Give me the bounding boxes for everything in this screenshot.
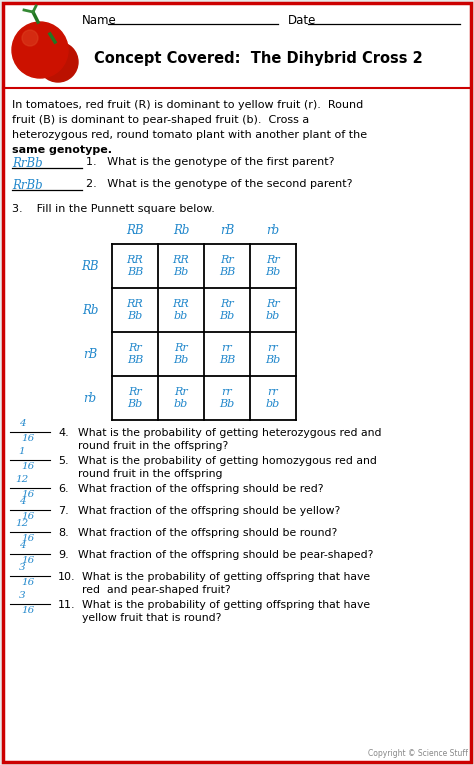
Text: Date: Date bbox=[288, 14, 316, 27]
Text: RB: RB bbox=[81, 259, 99, 272]
Text: 16: 16 bbox=[21, 434, 35, 443]
Text: 11.: 11. bbox=[58, 600, 76, 610]
Text: Copyright © Science Stuff: Copyright © Science Stuff bbox=[368, 749, 468, 758]
Text: RR
BB: RR BB bbox=[127, 255, 143, 277]
Text: 16: 16 bbox=[21, 606, 35, 615]
Text: Rr
Bb: Rr Bb bbox=[219, 299, 235, 321]
Text: 6.: 6. bbox=[58, 484, 69, 494]
Text: Rb: Rb bbox=[82, 304, 98, 317]
Text: 9.: 9. bbox=[58, 550, 69, 560]
Text: rr
bb: rr bb bbox=[266, 387, 280, 409]
Text: rB: rB bbox=[220, 223, 234, 236]
Text: Rr
bb: Rr bb bbox=[174, 387, 188, 409]
Text: 16: 16 bbox=[21, 490, 35, 499]
Text: What fraction of the offspring should be round?: What fraction of the offspring should be… bbox=[78, 528, 337, 538]
Text: What is the probability of getting offspring that have: What is the probability of getting offsp… bbox=[82, 572, 370, 582]
Circle shape bbox=[22, 30, 38, 46]
Text: 2.   What is the genotype of the second parent?: 2. What is the genotype of the second pa… bbox=[86, 179, 353, 189]
Text: 7.: 7. bbox=[58, 506, 69, 516]
Text: RR
Bb: RR Bb bbox=[173, 255, 190, 277]
Text: 1: 1 bbox=[18, 447, 25, 456]
Text: round fruit in the offspring: round fruit in the offspring bbox=[78, 469, 222, 479]
Text: RR
bb: RR bb bbox=[173, 299, 190, 321]
Text: 12: 12 bbox=[15, 519, 28, 528]
Text: 16: 16 bbox=[21, 534, 35, 543]
Text: rr
Bb: rr Bb bbox=[219, 387, 235, 409]
Text: Rr
BB: Rr BB bbox=[219, 255, 235, 277]
Text: RrBb: RrBb bbox=[12, 179, 43, 192]
Text: round fruit in the offspring?: round fruit in the offspring? bbox=[78, 441, 228, 451]
Text: rb: rb bbox=[266, 223, 280, 236]
Text: fruit (B) is dominant to pear-shaped fruit (b).  Cross a: fruit (B) is dominant to pear-shaped fru… bbox=[12, 115, 309, 125]
Text: rr
Bb: rr Bb bbox=[265, 343, 281, 365]
Text: Rr
Bb: Rr Bb bbox=[128, 387, 143, 409]
Text: 16: 16 bbox=[21, 462, 35, 471]
Text: Rr
BB: Rr BB bbox=[127, 343, 143, 365]
Text: Concept Covered:  The Dihybrid Cross 2: Concept Covered: The Dihybrid Cross 2 bbox=[94, 50, 422, 66]
Text: rr
BB: rr BB bbox=[219, 343, 235, 365]
Text: What fraction of the offspring should be pear-shaped?: What fraction of the offspring should be… bbox=[78, 550, 374, 560]
Text: 4: 4 bbox=[18, 541, 25, 550]
Text: 3.    Fill in the Punnett square below.: 3. Fill in the Punnett square below. bbox=[12, 204, 215, 214]
Text: 3: 3 bbox=[18, 563, 25, 572]
Text: 16: 16 bbox=[21, 556, 35, 565]
Text: What fraction of the offspring should be yellow?: What fraction of the offspring should be… bbox=[78, 506, 340, 516]
Text: 16: 16 bbox=[21, 578, 35, 587]
Text: Rb: Rb bbox=[173, 223, 189, 236]
Text: Name: Name bbox=[82, 14, 117, 27]
Text: 3: 3 bbox=[18, 591, 25, 600]
Text: 8.: 8. bbox=[58, 528, 69, 538]
Text: 16: 16 bbox=[21, 512, 35, 521]
Text: Rr
Bb: Rr Bb bbox=[173, 343, 189, 365]
Text: RR
Bb: RR Bb bbox=[127, 299, 143, 321]
Text: 10.: 10. bbox=[58, 572, 76, 582]
Text: Rr
Bb: Rr Bb bbox=[265, 255, 281, 277]
Text: 1.   What is the genotype of the first parent?: 1. What is the genotype of the first par… bbox=[86, 157, 335, 167]
Text: RB: RB bbox=[126, 223, 144, 236]
Text: 12: 12 bbox=[15, 475, 28, 484]
Text: 4.: 4. bbox=[58, 428, 69, 438]
Text: What is the probability of getting homozygous red and: What is the probability of getting homoz… bbox=[78, 456, 377, 466]
Text: rB: rB bbox=[83, 347, 97, 360]
Text: What is the probability of getting heterozygous red and: What is the probability of getting heter… bbox=[78, 428, 382, 438]
Text: 5.: 5. bbox=[58, 456, 69, 466]
Text: same genotype.: same genotype. bbox=[12, 145, 112, 155]
Circle shape bbox=[38, 42, 78, 82]
Text: In tomatoes, red fruit (R) is dominant to yellow fruit (r).  Round: In tomatoes, red fruit (R) is dominant t… bbox=[12, 100, 363, 110]
Text: What is the probability of getting offspring that have: What is the probability of getting offsp… bbox=[82, 600, 370, 610]
Text: heterozygous red, round tomato plant with another plant of the: heterozygous red, round tomato plant wit… bbox=[12, 130, 367, 140]
Text: What fraction of the offspring should be red?: What fraction of the offspring should be… bbox=[78, 484, 323, 494]
Text: RrBb: RrBb bbox=[12, 157, 43, 170]
Text: 4: 4 bbox=[18, 497, 25, 506]
Text: Rr
bb: Rr bb bbox=[266, 299, 280, 321]
Text: rb: rb bbox=[83, 392, 97, 405]
Text: yellow fruit that is round?: yellow fruit that is round? bbox=[82, 613, 221, 623]
Circle shape bbox=[12, 22, 68, 78]
Text: red  and pear-shaped fruit?: red and pear-shaped fruit? bbox=[82, 585, 231, 595]
Text: 4: 4 bbox=[18, 419, 25, 428]
